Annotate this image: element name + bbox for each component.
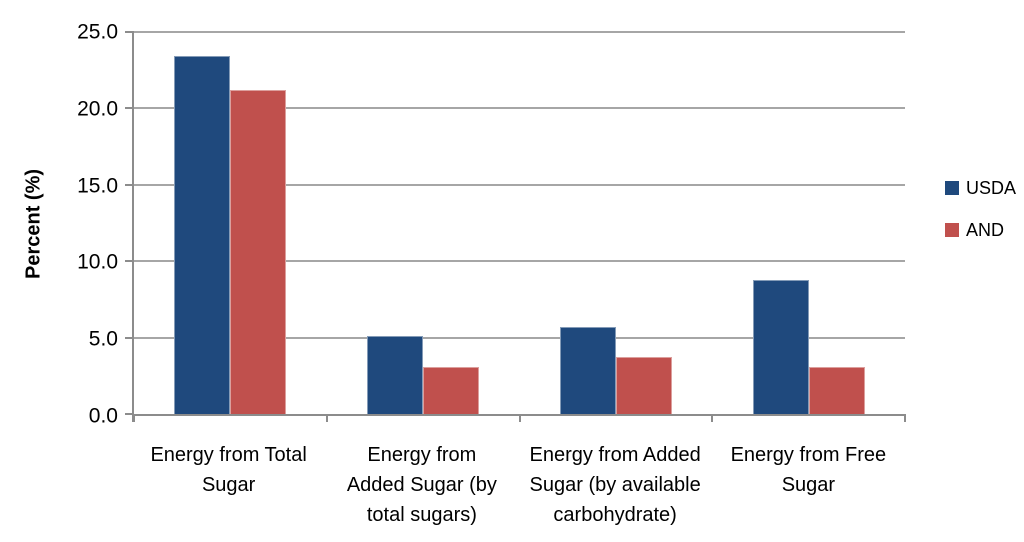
x-axis-tickmark [904, 414, 906, 422]
x-axis-category-label-line: Added Sugar (by [346, 474, 497, 496]
x-axis-category-label-line: total sugars) [366, 504, 477, 526]
bar-usda [367, 336, 424, 414]
x-axis-category-label-line: Energy from [367, 444, 477, 466]
gridline [134, 107, 905, 110]
gridline [134, 260, 905, 263]
x-axis-tickmark [711, 414, 714, 422]
x-axis-tickmark [518, 414, 521, 422]
x-axis-category-label-line: Sugar [781, 474, 836, 496]
bar-group [520, 32, 713, 414]
y-axis-tickmark [125, 336, 134, 339]
x-axis-tickmark [325, 414, 328, 422]
bar-usda [174, 56, 231, 414]
x-axis-category-labels: Energy from Total Sugar Energy from Added S… [132, 440, 905, 530]
x-axis-category-label: Energy from Total Sugar [132, 440, 325, 530]
bar-and [808, 366, 865, 414]
legend-swatch-icon [945, 181, 959, 195]
x-axis-category-label-line: carbohydrate) [553, 504, 677, 526]
x-axis-category-label: Energy from Added Sugar (by available carb… [519, 440, 712, 530]
legend-item-usda: USDA [945, 179, 1016, 197]
x-axis-category-label-line: Energy from Total [150, 444, 307, 466]
x-axis-category-label-line: Sugar [201, 474, 256, 496]
x-axis-category-label-line: Sugar (by available [529, 474, 701, 496]
y-axis-tick-label: 10.0 [77, 250, 118, 274]
y-axis-tick-label: 5.0 [88, 327, 118, 351]
plot-area [125, 31, 906, 422]
y-axis-tickmark [125, 31, 134, 33]
y-axis-tick-label: 0.0 [88, 404, 118, 428]
legend-label: AND [966, 220, 1005, 240]
y-axis-tick-label: 15.0 [77, 174, 118, 198]
y-axis-tick-label: 25.0 [77, 20, 118, 44]
legend-item-and: AND [945, 221, 1016, 239]
gridline [134, 336, 905, 339]
y-axis-tickmark [125, 413, 134, 415]
y-axis-tick-labels: 0.0 5.0 10.0 15.0 20.0 25.0 [0, 22, 118, 427]
legend: USDA AND [945, 179, 1016, 239]
bar-group [134, 32, 327, 414]
x-axis-category-label: Energy from Free Sugar [712, 440, 905, 530]
bar-usda [752, 279, 809, 414]
bar-group [712, 32, 905, 414]
y-axis-tick-label: 20.0 [77, 97, 118, 121]
y-axis-tickmark [125, 107, 134, 110]
x-axis-category-label-line: Energy from Free [730, 444, 887, 466]
legend-label: USDA [966, 178, 1017, 198]
bar-usda [559, 326, 616, 414]
legend-swatch-icon [945, 223, 959, 237]
gridline [134, 183, 905, 186]
bar-and [423, 366, 480, 414]
y-axis-tickmark [125, 183, 134, 186]
bar-and [230, 90, 287, 414]
x-axis-tickmark [133, 414, 135, 422]
bar-group [327, 32, 520, 414]
y-axis-tickmark [125, 260, 134, 263]
gridline [134, 31, 905, 33]
x-axis-category-label: Energy from Added Sugar (by total sugars) [325, 440, 518, 530]
bar-and [615, 357, 672, 414]
x-axis-category-label-line: Energy from Added [529, 444, 701, 466]
